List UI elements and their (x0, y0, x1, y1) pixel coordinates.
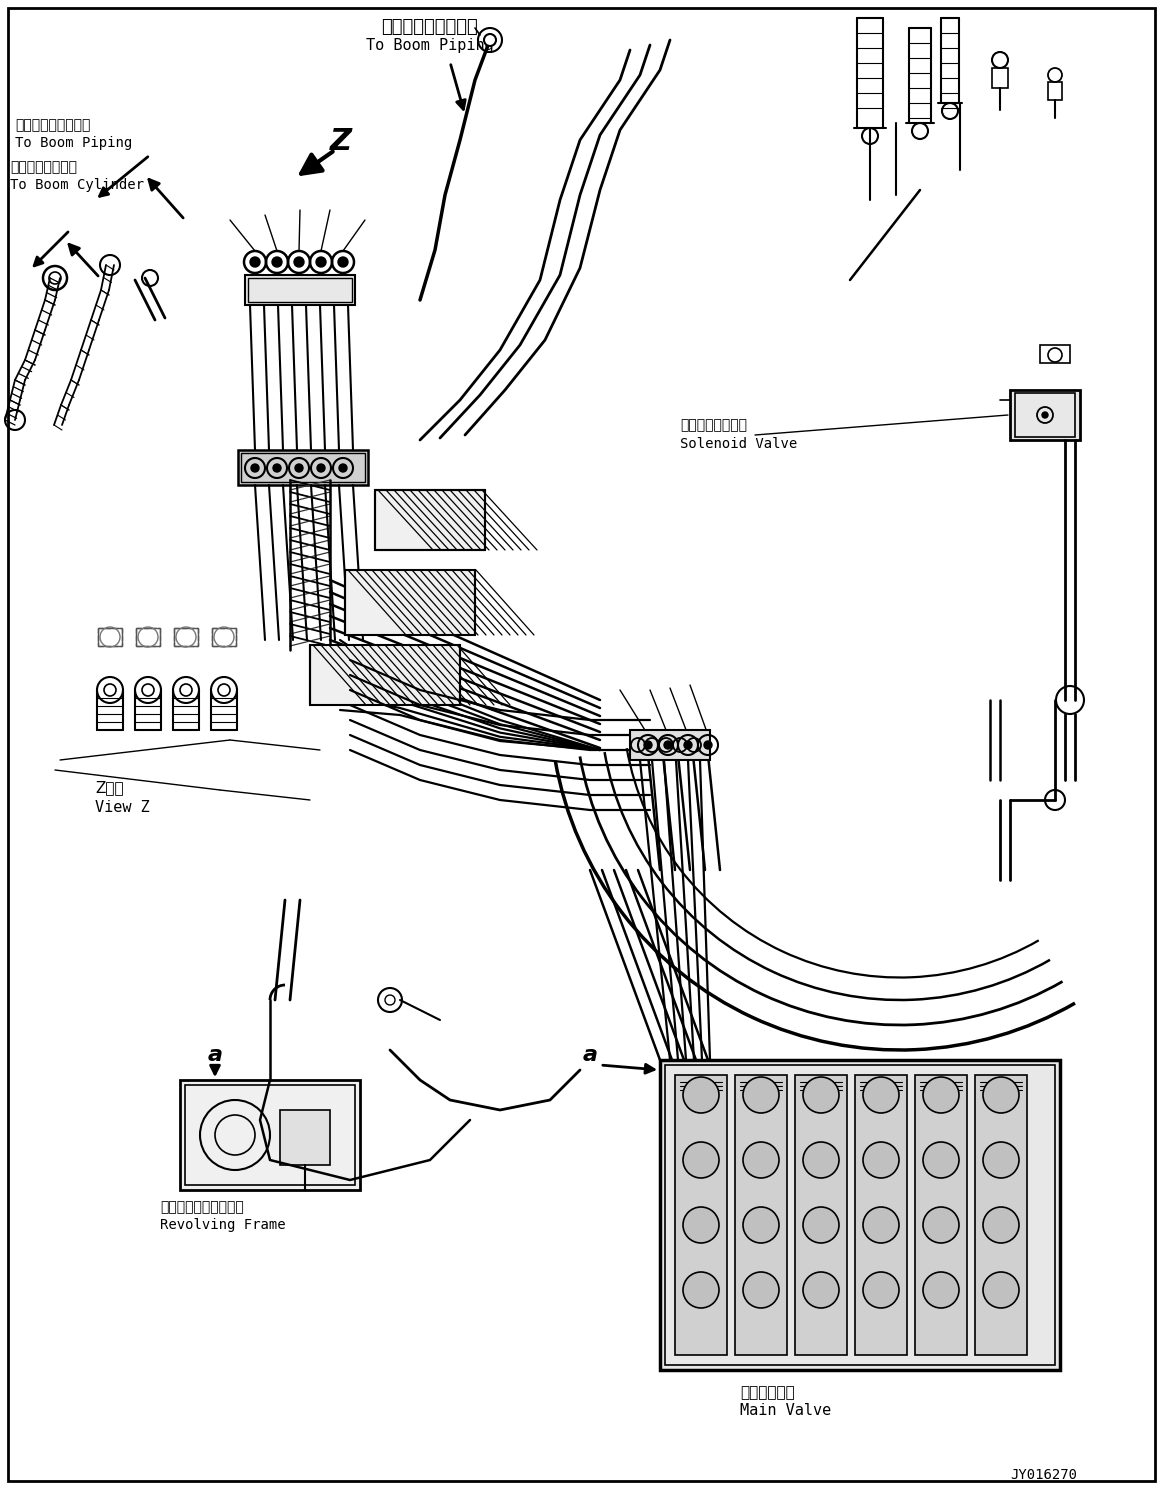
Bar (855, 1075, 907, 1355)
Text: ブームパイピングへ: ブームパイピングへ (381, 18, 478, 36)
Bar (1048, 82, 1062, 100)
Circle shape (338, 465, 347, 472)
Bar (311, 645, 461, 704)
Text: Z　視: Z 視 (95, 780, 123, 795)
Bar (735, 1075, 787, 1355)
Circle shape (683, 1142, 719, 1178)
Text: レボルビングフレーム: レボルビングフレーム (160, 1200, 244, 1214)
Bar (248, 278, 352, 302)
Circle shape (272, 258, 281, 267)
Text: Revolving Frame: Revolving Frame (160, 1218, 286, 1231)
Circle shape (743, 1272, 779, 1307)
Circle shape (684, 742, 692, 749)
Circle shape (250, 258, 261, 267)
Circle shape (923, 1208, 959, 1243)
Text: ブームシリンダへ: ブームシリンダへ (10, 159, 77, 174)
Text: To Boom Piping: To Boom Piping (366, 39, 494, 54)
Text: To Boom Piping: To Boom Piping (15, 135, 133, 150)
Bar (98, 628, 122, 646)
Circle shape (743, 1208, 779, 1243)
Bar (659, 1060, 1059, 1370)
Circle shape (863, 1272, 899, 1307)
Circle shape (317, 465, 324, 472)
Text: メインバルブ: メインバルブ (740, 1385, 794, 1400)
Bar (1009, 390, 1080, 441)
Bar (665, 1065, 1055, 1365)
Bar (238, 450, 368, 485)
Circle shape (983, 1077, 1019, 1112)
Circle shape (743, 1077, 779, 1112)
Circle shape (683, 1077, 719, 1112)
Circle shape (802, 1077, 839, 1112)
Circle shape (1042, 412, 1048, 418)
Bar (992, 68, 1008, 88)
Text: ブームパイピングへ: ブームパイピングへ (15, 118, 91, 133)
Circle shape (484, 34, 495, 46)
Bar (245, 275, 355, 305)
Bar (180, 1080, 361, 1190)
Bar (975, 1075, 1027, 1355)
Bar (1015, 393, 1075, 436)
Circle shape (802, 1208, 839, 1243)
Circle shape (704, 742, 712, 749)
Bar (241, 453, 365, 482)
Circle shape (923, 1077, 959, 1112)
Circle shape (863, 1208, 899, 1243)
Circle shape (664, 742, 672, 749)
Bar (280, 1109, 330, 1164)
Bar (174, 628, 198, 646)
Bar (345, 570, 475, 634)
Bar (675, 1075, 727, 1355)
Circle shape (316, 258, 326, 267)
Circle shape (743, 1142, 779, 1178)
Circle shape (294, 258, 304, 267)
Circle shape (983, 1142, 1019, 1178)
Circle shape (338, 258, 348, 267)
Text: a: a (583, 1045, 598, 1065)
Circle shape (802, 1142, 839, 1178)
Text: ソレノイドバルブ: ソレノイドバルブ (680, 418, 747, 432)
Text: Solenoid Valve: Solenoid Valve (680, 436, 798, 451)
Circle shape (644, 742, 652, 749)
Text: a: a (207, 1045, 222, 1065)
Circle shape (923, 1272, 959, 1307)
Bar (1040, 345, 1070, 363)
Bar (795, 1075, 847, 1355)
Circle shape (295, 465, 304, 472)
Bar (212, 628, 236, 646)
Bar (136, 628, 160, 646)
Text: To Boom Cylinder: To Boom Cylinder (10, 179, 144, 192)
Text: JY016270: JY016270 (1009, 1468, 1077, 1482)
Bar (185, 1085, 355, 1185)
Circle shape (251, 465, 259, 472)
Text: Z: Z (330, 127, 352, 156)
Text: Main Valve: Main Valve (740, 1403, 832, 1418)
Circle shape (683, 1208, 719, 1243)
Bar (630, 730, 709, 759)
Circle shape (273, 465, 281, 472)
Circle shape (983, 1208, 1019, 1243)
Bar (374, 490, 485, 549)
Bar (915, 1075, 966, 1355)
Circle shape (863, 1077, 899, 1112)
Circle shape (863, 1142, 899, 1178)
Circle shape (923, 1142, 959, 1178)
Circle shape (802, 1272, 839, 1307)
Circle shape (983, 1272, 1019, 1307)
Circle shape (683, 1272, 719, 1307)
Text: View Z: View Z (95, 800, 150, 814)
